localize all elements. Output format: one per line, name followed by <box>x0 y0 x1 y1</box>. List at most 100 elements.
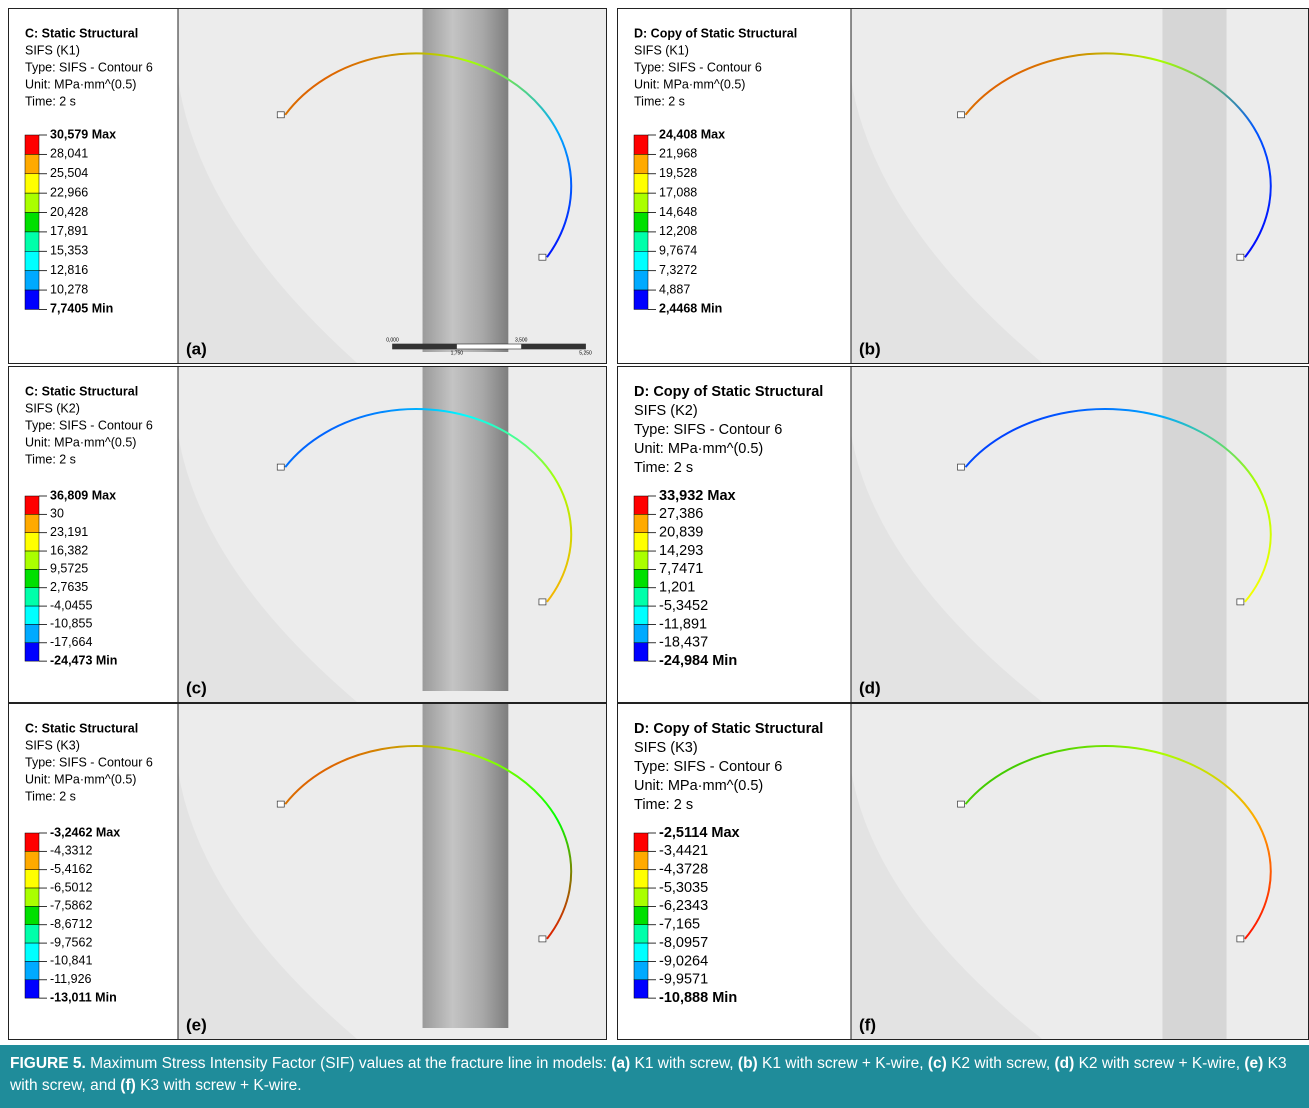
color-band <box>634 174 648 193</box>
legend-result: SIFS (K3) <box>634 740 698 756</box>
k-wire-shadow <box>1162 703 1226 1040</box>
point-marker <box>277 801 284 807</box>
legend-result: SIFS (K2) <box>25 401 80 415</box>
legend-label: -11,891 <box>659 616 707 632</box>
color-band <box>25 906 39 924</box>
legend-unit: Unit: MPa·mm^(0.5) <box>634 77 745 91</box>
legend-label: 1,201 <box>659 580 695 596</box>
color-band <box>25 290 39 309</box>
legend-label: 7,3272 <box>659 263 697 277</box>
color-band <box>634 643 648 661</box>
color-band <box>634 154 648 173</box>
legend-result: SIFS (K3) <box>25 738 80 752</box>
caption-text: (c) <box>928 1055 947 1072</box>
caption-text: FIGURE 5. <box>10 1055 86 1072</box>
color-band <box>25 851 39 869</box>
color-band <box>25 624 39 642</box>
color-band <box>634 606 648 624</box>
legend-type: Type: SIFS - Contour 6 <box>25 418 153 432</box>
color-band <box>25 569 39 587</box>
legend-label: 7,7471 <box>659 561 703 577</box>
legend-label: 14,648 <box>659 205 697 219</box>
legend-unit: Unit: MPa·mm^(0.5) <box>25 772 136 786</box>
color-band <box>25 943 39 961</box>
caption-text: (a) <box>611 1055 630 1072</box>
color-band <box>25 193 39 212</box>
color-band <box>25 643 39 661</box>
point-marker <box>1237 254 1244 260</box>
legend-label: -9,7562 <box>50 935 92 949</box>
legend-label: -24,473 Min <box>50 653 117 667</box>
color-band <box>25 551 39 569</box>
legend-label: -2,5114 Max <box>659 825 740 841</box>
color-band <box>634 232 648 251</box>
legend-time: Time: 2 s <box>634 460 693 476</box>
point-marker <box>958 801 965 807</box>
legend-title: D: Copy of Static Structural <box>634 721 823 737</box>
caption-text: (b) <box>738 1055 758 1072</box>
legend-type: Type: SIFS - Contour 6 <box>25 755 153 769</box>
legend-label: 15,353 <box>50 244 88 258</box>
color-band <box>25 232 39 251</box>
legend-label: -6,2343 <box>659 898 708 914</box>
legend-label: -18,437 <box>659 635 708 651</box>
color-band <box>634 961 648 979</box>
legend-label: 20,428 <box>50 205 88 219</box>
legend-label: 2,4468 Min <box>659 302 722 316</box>
legend-label: 16,382 <box>50 543 88 557</box>
legend-label: 23,191 <box>50 525 88 539</box>
color-band <box>25 251 39 270</box>
legend-title: D: Copy of Static Structural <box>634 384 823 400</box>
color-band <box>634 193 648 212</box>
caption-text: Maximum Stress Intensity Factor (SIF) va… <box>86 1055 611 1072</box>
color-band <box>25 980 39 998</box>
color-band <box>25 496 39 514</box>
color-band <box>634 588 648 606</box>
caption-text: K1 with screw + K-wire, <box>758 1055 928 1072</box>
color-band <box>634 533 648 551</box>
color-band <box>634 514 648 532</box>
caption-text: (d) <box>1054 1055 1074 1072</box>
legend-time: Time: 2 s <box>25 789 76 803</box>
color-band <box>25 533 39 551</box>
legend-type: Type: SIFS - Contour 6 <box>25 60 153 74</box>
legend-label: -5,3452 <box>659 598 708 614</box>
legend-label: 17,891 <box>50 224 88 238</box>
color-band <box>634 496 648 514</box>
legend-type: Type: SIFS - Contour 6 <box>634 60 762 74</box>
color-band <box>25 135 39 154</box>
color-band <box>25 154 39 173</box>
color-band <box>25 174 39 193</box>
panel-label: (f) <box>859 1015 876 1034</box>
color-band <box>634 925 648 943</box>
legend-label: 12,208 <box>659 224 697 238</box>
legend-label: 33,932 Max <box>659 488 736 504</box>
scale-bar-label: 5,250 <box>579 350 592 356</box>
scale-bar-label: 1,750 <box>451 350 464 356</box>
legend-label: -3,4421 <box>659 843 708 859</box>
legend-label: 4,887 <box>659 282 690 296</box>
legend-label: -11,926 <box>50 972 92 986</box>
legend-label: 27,386 <box>659 506 703 522</box>
legend-label: 28,041 <box>50 147 88 161</box>
caption-text: K2 with screw + K-wire, <box>1074 1055 1244 1072</box>
legend-label: -3,2462 Max <box>50 825 120 839</box>
legend-label: 20,839 <box>659 525 703 541</box>
legend-label: -17,664 <box>50 635 92 649</box>
legend-unit: Unit: MPa·mm^(0.5) <box>25 77 136 91</box>
legend-unit: Unit: MPa·mm^(0.5) <box>25 435 136 449</box>
legend-label: 9,5725 <box>50 562 88 576</box>
point-marker <box>539 936 546 942</box>
color-band <box>634 624 648 642</box>
color-band <box>634 870 648 888</box>
color-band <box>634 833 648 851</box>
legend-label: -13,011 Min <box>50 990 117 1004</box>
legend-time: Time: 2 s <box>634 94 685 108</box>
panel-label: (c) <box>186 678 207 697</box>
point-marker <box>958 112 965 118</box>
